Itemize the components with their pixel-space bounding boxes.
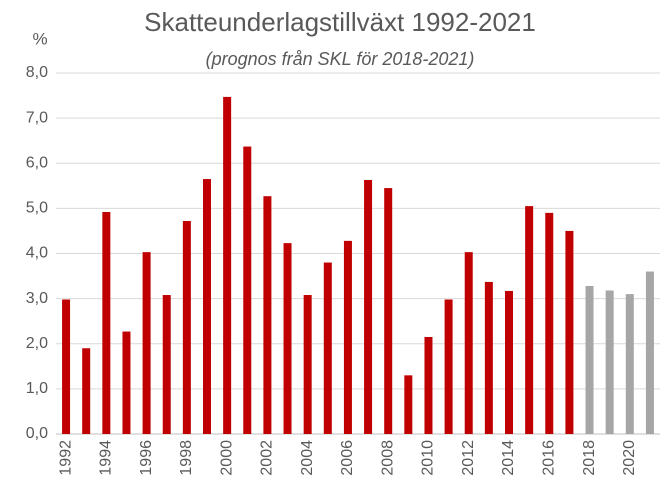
- bar: [424, 336, 433, 434]
- x-tick-label: 1992: [57, 440, 74, 476]
- bar: [182, 221, 191, 434]
- y-tick-label: 7,0: [26, 109, 48, 126]
- bar: [505, 290, 513, 434]
- bar: [203, 179, 211, 434]
- bar: [323, 262, 332, 434]
- bar: [384, 188, 393, 434]
- bar: [82, 348, 91, 434]
- y-tick-label: 3,0: [26, 290, 48, 307]
- y-axis-label: %: [32, 29, 47, 48]
- bar: [102, 211, 111, 434]
- x-tick-label: 1996: [138, 440, 155, 476]
- bar: [625, 294, 634, 434]
- x-tick-label: 2020: [621, 440, 638, 476]
- bar: [343, 240, 352, 434]
- bar: [162, 295, 171, 434]
- chart-title: Skatteunderlagstillväxt 1992-2021: [144, 7, 536, 37]
- bar: [545, 212, 554, 434]
- x-tick-label: 2018: [581, 440, 598, 476]
- x-tick-label: 1998: [178, 440, 195, 476]
- bar: [223, 96, 232, 434]
- y-tick-label: 4,0: [26, 245, 48, 262]
- x-tick-label: 2012: [460, 440, 477, 476]
- bar: [525, 206, 534, 434]
- x-tick-label: 2002: [259, 440, 276, 476]
- bar: [263, 196, 272, 434]
- bar: [484, 281, 493, 434]
- y-tick-label: 6,0: [26, 154, 48, 171]
- bar: [645, 271, 654, 434]
- bar: [404, 375, 413, 434]
- x-tick-label: 2010: [420, 440, 437, 476]
- x-tick-label: 1994: [98, 440, 115, 476]
- bar: [605, 290, 614, 434]
- x-tick-label: 2004: [299, 440, 316, 476]
- bar: [62, 299, 71, 434]
- bar: [283, 243, 292, 434]
- bar: [464, 252, 473, 434]
- y-tick-label: 8,0: [26, 64, 48, 81]
- chart-subtitle: (prognos från SKL för 2018-2021): [206, 49, 475, 69]
- bar: [142, 252, 151, 434]
- y-tick-label: 1,0: [26, 380, 48, 397]
- x-tick-label: 2008: [379, 440, 396, 476]
- bar: [565, 230, 574, 434]
- bar: [243, 146, 252, 434]
- x-tick-label: 2006: [339, 440, 356, 476]
- x-tick-label: 2014: [500, 440, 517, 476]
- bar: [364, 179, 373, 434]
- bar: [585, 285, 594, 434]
- bar: [122, 331, 131, 434]
- x-tick-label: 2016: [540, 440, 557, 476]
- bar: [303, 295, 312, 434]
- x-tick-label: 2000: [218, 440, 235, 476]
- bar: [444, 299, 453, 434]
- y-tick-label: 2,0: [26, 335, 48, 352]
- y-tick-label: 5,0: [26, 200, 48, 217]
- y-tick-label: 0,0: [26, 425, 48, 442]
